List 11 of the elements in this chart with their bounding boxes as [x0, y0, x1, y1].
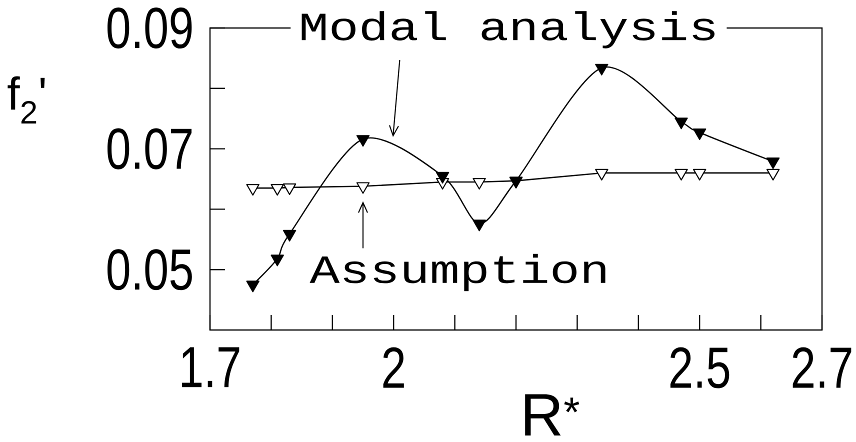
- annotation: Modal analysis: [302, 11, 715, 48]
- x-tick-label: 1.7: [182, 347, 240, 388]
- x-tick-label: 2: [383, 347, 404, 388]
- y-axis-title: f$_{2}$': [8, 76, 45, 124]
- y-tick-label: 0.05: [108, 249, 192, 290]
- x-tick-label: 2.7: [792, 347, 852, 388]
- x-axis-title: R$^{*}$: [525, 394, 580, 436]
- annotation: Assumption: [310, 254, 606, 292]
- x-tick-label: 2.5: [670, 347, 730, 388]
- y-tick-label: 0.07: [108, 128, 192, 170]
- y-tick-label: 0.09: [108, 7, 192, 49]
